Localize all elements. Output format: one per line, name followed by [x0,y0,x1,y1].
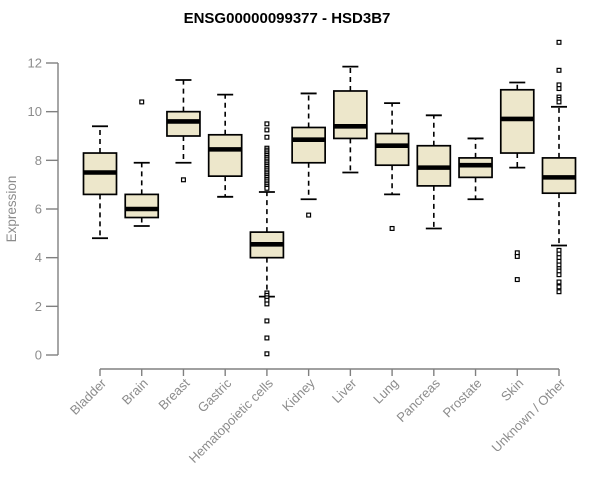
outlier-point [556,289,562,295]
y-tick-label: 10 [28,104,42,119]
outlier-point [264,127,270,133]
outlier-point [264,318,270,324]
y-axis-label: Expression [4,176,19,243]
y-tick-label: 12 [28,56,42,71]
box-group-lung [374,102,410,231]
outlier-point [556,39,562,45]
x-tick-label-lung: Lung [370,376,401,407]
box-group-bladder [82,125,118,240]
outlier-point [556,86,562,92]
outlier-point [556,279,562,285]
iqr-box [333,90,368,140]
outlier-point [514,253,520,259]
outlier-point [556,272,562,278]
outlier-point [264,301,270,307]
x-tick-label-unknown-other: Unknown / Other [489,375,569,455]
iqr-box [207,133,243,178]
iqr-box [166,110,201,137]
outlier-point [556,99,562,105]
iqr-box [499,88,535,154]
iqr-box [124,193,160,219]
x-tick-label-gastric: Gastric [195,375,235,415]
y-tick-label: 0 [35,348,42,363]
y-tick-label: 2 [35,299,42,314]
outlier-point [556,284,562,290]
box-group-unknown-other [541,39,577,295]
x-tick-label-prostate: Prostate [440,376,485,421]
x-tick-label-bladder: Bladder [67,375,110,418]
outlier-point [139,99,145,105]
y-tick-label: 8 [35,153,42,168]
outlier-point [264,121,270,127]
iqr-box [291,126,326,164]
outlier-point [306,212,312,218]
chart-title: ENSG00000099377 - HSD3B7 [184,10,391,27]
x-tick-label-kidney: Kidney [279,375,318,414]
outlier-point [264,134,270,140]
iqr-box [374,132,410,167]
box-group-brain [124,99,160,227]
x-tick-label-pancreas: Pancreas [393,375,443,425]
box-group-skin [499,81,535,283]
box-group-breast [166,79,201,183]
x-tick-label-brain: Brain [119,376,151,408]
x-tick-label-liver: Liver [329,375,360,406]
outlier-point [180,177,186,183]
x-tick-label-skin: Skin [498,376,526,404]
outlier-point [556,67,562,73]
outlier-point [389,225,395,231]
boxes-layer [82,39,577,357]
outlier-point [264,185,270,191]
box-group-liver [333,65,368,174]
outlier-point [264,351,270,357]
outlier-point [264,335,270,341]
iqr-box [458,157,493,179]
y-tick-label: 4 [35,250,42,265]
y-tick-label: 6 [35,202,42,217]
outlier-point [514,277,520,283]
box-group-hematopoietic-cells [249,121,285,357]
box-group-kidney [291,92,326,218]
x-tick-label-breast: Breast [155,375,192,412]
box-group-pancreas [416,114,452,230]
box-group-prostate [458,137,493,201]
box-group-gastric [207,93,243,198]
